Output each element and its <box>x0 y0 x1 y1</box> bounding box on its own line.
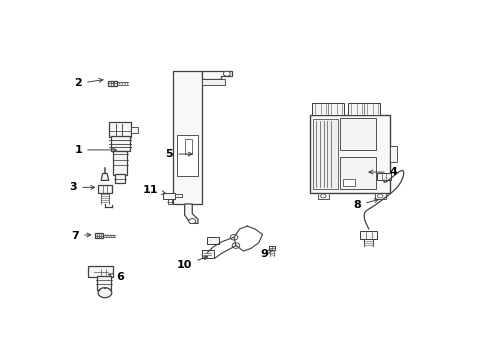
FancyBboxPatch shape <box>113 151 127 175</box>
FancyBboxPatch shape <box>168 199 172 204</box>
FancyBboxPatch shape <box>131 127 138 133</box>
FancyBboxPatch shape <box>361 231 377 239</box>
FancyBboxPatch shape <box>111 136 129 151</box>
Circle shape <box>320 194 326 198</box>
Circle shape <box>378 194 383 198</box>
FancyBboxPatch shape <box>97 276 111 290</box>
Text: 11: 11 <box>143 185 166 195</box>
Text: 2: 2 <box>74 78 103 89</box>
FancyBboxPatch shape <box>269 246 275 250</box>
FancyBboxPatch shape <box>374 193 386 199</box>
FancyBboxPatch shape <box>348 103 380 115</box>
FancyBboxPatch shape <box>343 179 355 186</box>
FancyBboxPatch shape <box>340 118 376 150</box>
FancyBboxPatch shape <box>175 194 182 197</box>
Polygon shape <box>101 174 109 180</box>
Text: 3: 3 <box>70 183 95 192</box>
FancyBboxPatch shape <box>173 71 202 204</box>
FancyBboxPatch shape <box>88 266 113 277</box>
Text: 4: 4 <box>369 167 397 177</box>
FancyBboxPatch shape <box>312 103 344 115</box>
FancyBboxPatch shape <box>95 233 103 238</box>
Circle shape <box>223 71 230 76</box>
Text: 10: 10 <box>177 256 208 270</box>
FancyBboxPatch shape <box>202 250 214 258</box>
FancyBboxPatch shape <box>207 237 219 244</box>
FancyBboxPatch shape <box>185 139 192 154</box>
Polygon shape <box>185 204 198 223</box>
Text: 1: 1 <box>74 145 116 155</box>
FancyBboxPatch shape <box>108 81 117 86</box>
Polygon shape <box>202 79 224 85</box>
FancyBboxPatch shape <box>390 146 396 162</box>
FancyBboxPatch shape <box>109 122 131 138</box>
FancyBboxPatch shape <box>377 173 391 180</box>
FancyBboxPatch shape <box>310 115 390 193</box>
Text: 6: 6 <box>109 273 124 283</box>
Circle shape <box>189 219 196 224</box>
Text: 9: 9 <box>260 249 271 259</box>
Circle shape <box>98 288 112 298</box>
FancyBboxPatch shape <box>163 193 175 199</box>
Circle shape <box>230 234 238 240</box>
FancyBboxPatch shape <box>177 135 198 176</box>
Text: 5: 5 <box>166 149 192 159</box>
FancyBboxPatch shape <box>115 174 125 183</box>
FancyBboxPatch shape <box>98 185 112 193</box>
Text: 8: 8 <box>353 199 378 210</box>
FancyBboxPatch shape <box>340 157 376 189</box>
Polygon shape <box>202 71 232 79</box>
FancyBboxPatch shape <box>313 120 338 189</box>
Circle shape <box>232 243 240 248</box>
FancyBboxPatch shape <box>318 193 329 199</box>
Text: 7: 7 <box>72 231 91 241</box>
